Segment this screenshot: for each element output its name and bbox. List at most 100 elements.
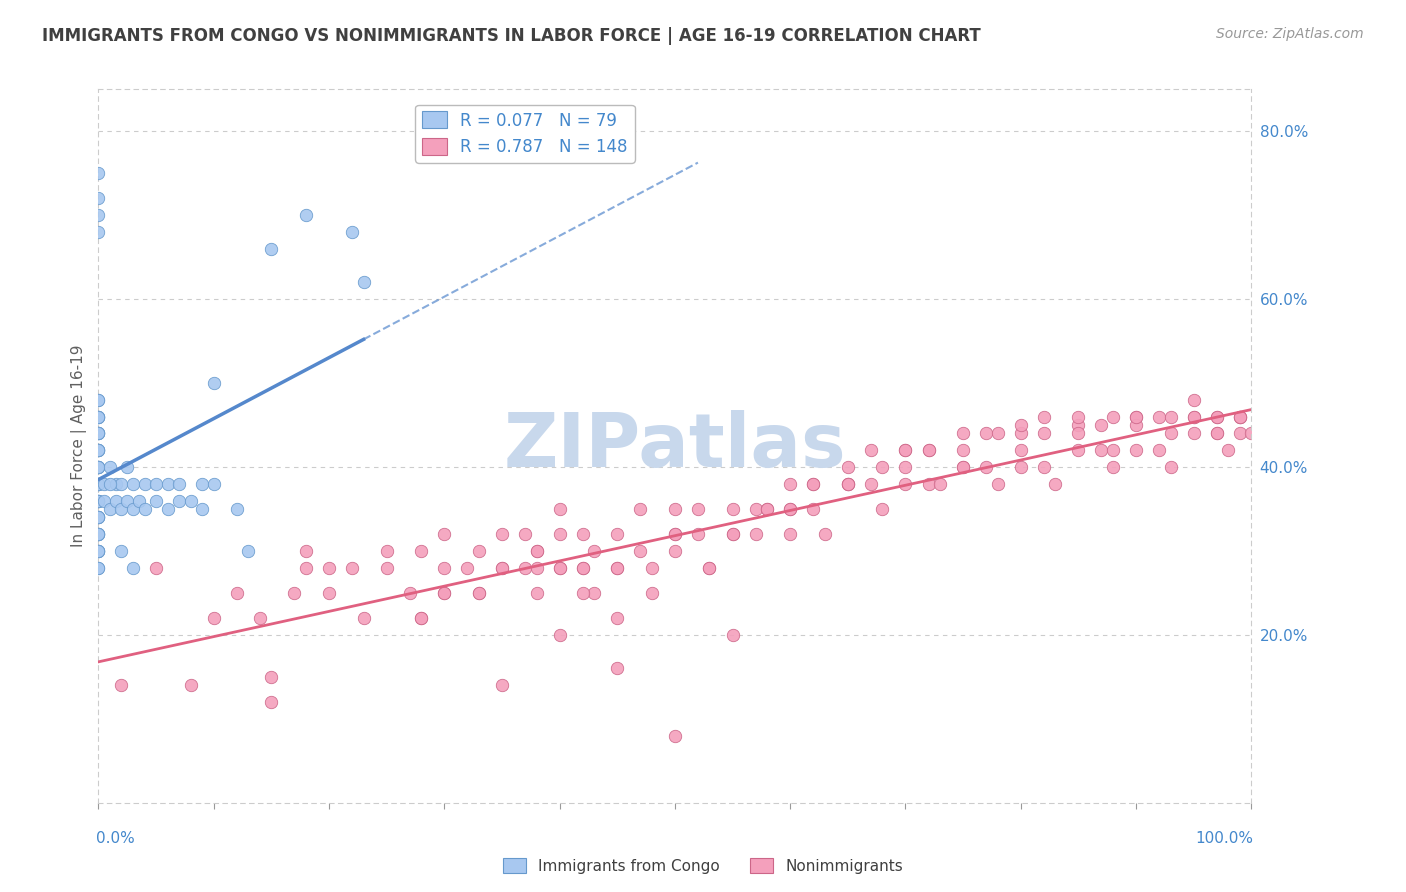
Point (1032, 426, 1054, 441)
Point (664, 729, 686, 743)
Point (87, 476, 110, 491)
Point (686, 502, 709, 516)
Point (375, 544, 398, 558)
Point (801, 476, 824, 491)
Point (87, 392, 110, 407)
Point (571, 527, 593, 541)
Point (548, 560, 571, 574)
Point (756, 502, 779, 516)
Point (156, 476, 179, 491)
Point (1240, 426, 1263, 441)
Point (87, 544, 110, 558)
Point (1205, 426, 1227, 441)
Point (191, 502, 214, 516)
Point (87, 527, 110, 541)
Point (117, 493, 139, 508)
Point (468, 586, 491, 600)
Point (411, 544, 433, 558)
Point (606, 611, 628, 625)
Point (283, 586, 305, 600)
Point (1032, 460, 1054, 475)
Point (526, 544, 548, 558)
Point (837, 476, 859, 491)
Point (202, 476, 225, 491)
Point (110, 476, 132, 491)
Point (122, 476, 145, 491)
Point (1010, 426, 1032, 441)
Point (249, 611, 271, 625)
Point (98, 502, 121, 516)
Point (801, 502, 824, 516)
Point (375, 560, 398, 574)
Point (260, 695, 283, 709)
Point (1182, 409, 1205, 424)
Point (411, 611, 433, 625)
Point (779, 502, 801, 516)
Point (664, 502, 686, 516)
Point (202, 611, 225, 625)
Point (87, 426, 110, 441)
Point (894, 476, 917, 491)
Point (1205, 409, 1227, 424)
Point (87, 409, 110, 424)
Point (1125, 417, 1147, 432)
Point (87, 510, 110, 524)
Point (180, 678, 202, 692)
Point (872, 502, 894, 516)
Point (872, 460, 894, 475)
Text: 0.0%: 0.0% (96, 831, 135, 847)
Point (583, 544, 606, 558)
Point (974, 426, 997, 441)
Point (814, 527, 837, 541)
Point (87, 460, 110, 475)
Point (353, 275, 375, 289)
Legend: R = 0.077   N = 79, R = 0.787   N = 148: R = 0.077 N = 79, R = 0.787 N = 148 (415, 104, 634, 162)
Point (641, 586, 664, 600)
Point (398, 586, 420, 600)
Point (1090, 417, 1112, 432)
Point (87, 409, 110, 424)
Point (606, 661, 628, 675)
Point (917, 443, 939, 458)
Point (167, 493, 190, 508)
Point (110, 678, 132, 692)
Text: Source: ZipAtlas.com: Source: ZipAtlas.com (1216, 27, 1364, 41)
Point (987, 426, 1010, 441)
Y-axis label: In Labor Force | Age 16-19: In Labor Force | Age 16-19 (72, 344, 87, 548)
Point (917, 476, 939, 491)
Point (1102, 443, 1125, 458)
Point (87, 510, 110, 524)
Point (952, 460, 974, 475)
Point (87, 443, 110, 458)
Point (548, 527, 571, 541)
Point (87, 493, 110, 508)
Point (744, 527, 766, 541)
Point (87, 544, 110, 558)
Point (433, 527, 456, 541)
Point (987, 476, 1010, 491)
Point (699, 560, 721, 574)
Point (87, 476, 110, 491)
Point (491, 560, 513, 574)
Point (1102, 409, 1125, 424)
Point (1147, 409, 1170, 424)
Point (952, 460, 974, 475)
Point (87, 476, 110, 491)
Point (87, 392, 110, 407)
Point (87, 426, 110, 441)
Point (721, 502, 744, 516)
Point (744, 502, 766, 516)
Point (238, 544, 260, 558)
Point (87, 443, 110, 458)
Point (93, 476, 115, 491)
Point (87, 510, 110, 524)
Point (104, 476, 127, 491)
Point (433, 586, 456, 600)
Point (468, 586, 491, 600)
Point (145, 476, 167, 491)
Point (894, 443, 917, 458)
Point (87, 510, 110, 524)
Point (1010, 443, 1032, 458)
Point (513, 560, 536, 574)
Point (756, 502, 779, 516)
